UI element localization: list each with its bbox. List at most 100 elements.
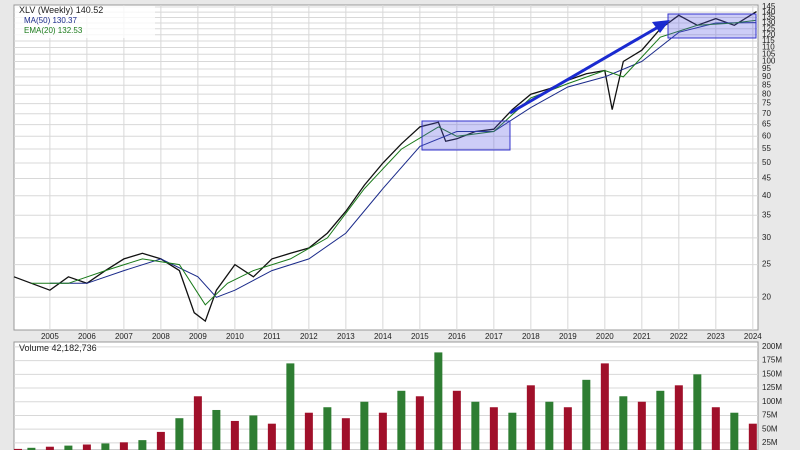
volume-bar bbox=[82, 444, 91, 450]
volume-bar bbox=[360, 401, 369, 450]
volume-bar bbox=[415, 396, 424, 450]
volume-bar bbox=[434, 352, 443, 450]
volume-value: 42,182,736 bbox=[52, 343, 97, 353]
x-tick-label: 2023 bbox=[707, 332, 725, 341]
y-tick-label: 85 bbox=[762, 80, 771, 89]
y-tick-label: 25 bbox=[762, 260, 771, 269]
volume-bar bbox=[230, 420, 239, 450]
legend-value: 140.52 bbox=[76, 5, 104, 15]
y-tick-label: 150M bbox=[762, 369, 782, 378]
y-tick-label: 95 bbox=[762, 64, 771, 73]
volume-bar bbox=[212, 409, 221, 450]
volume-bar bbox=[267, 423, 276, 450]
y-tick-label: 120 bbox=[762, 30, 776, 39]
x-tick-label: 2024 bbox=[744, 332, 762, 341]
legend-name: EMA(20) bbox=[24, 26, 56, 35]
x-tick-label: 2013 bbox=[337, 332, 355, 341]
y-tick-label: 200M bbox=[762, 342, 782, 351]
volume-bar bbox=[730, 412, 739, 450]
legend-value: 130.37 bbox=[52, 16, 77, 25]
y-tick-label: 75 bbox=[762, 99, 771, 108]
volume-bar bbox=[526, 385, 535, 450]
volume-bar bbox=[489, 407, 498, 450]
volume-title: Volume 42,182,736 bbox=[19, 343, 97, 353]
y-tick-label: 135 bbox=[762, 13, 776, 22]
volume-bar bbox=[397, 390, 406, 450]
x-tick-label: 2017 bbox=[485, 332, 503, 341]
volume-bar bbox=[711, 407, 720, 450]
price-line bbox=[49, 22, 757, 298]
legend-entry: MA(50) 130.37 bbox=[24, 16, 77, 25]
legend-entry: EMA(20) 132.53 bbox=[24, 26, 83, 35]
volume-bar bbox=[545, 401, 554, 450]
legend: XLV (Weekly) 140.52 MA(50) 130.37 EMA(20… bbox=[15, 5, 155, 38]
y-tick-label: 25M bbox=[762, 438, 778, 447]
volume-bar bbox=[193, 396, 202, 450]
volume-bar bbox=[637, 401, 646, 450]
y-tick-label: 115 bbox=[762, 36, 775, 45]
volume-bar bbox=[27, 447, 36, 450]
x-tick-label: 2014 bbox=[374, 332, 392, 341]
volume-bar bbox=[378, 412, 387, 450]
volume-bar bbox=[674, 385, 683, 450]
y-tick-label: 40 bbox=[762, 191, 771, 200]
y-tick-label: 60 bbox=[762, 131, 771, 140]
x-tick-label: 2021 bbox=[633, 332, 651, 341]
y-tick-label: 110 bbox=[762, 43, 775, 52]
volume-bar bbox=[693, 374, 702, 450]
y-tick-label: 75M bbox=[762, 411, 778, 420]
x-tick-label: 2011 bbox=[263, 332, 281, 341]
arrow-head bbox=[652, 20, 670, 33]
legend-name: MA(50) bbox=[24, 16, 51, 25]
volume-label: Volume bbox=[19, 343, 49, 353]
y-tick-label: 35 bbox=[762, 210, 771, 219]
y-tick-label: 125M bbox=[762, 383, 782, 392]
y-tick-label: 130 bbox=[762, 18, 776, 27]
volume-bar bbox=[286, 363, 295, 450]
x-tick-label: 2018 bbox=[522, 332, 540, 341]
y-tick-label: 100 bbox=[762, 57, 776, 66]
volume-bar bbox=[14, 448, 22, 450]
legend-value: 132.53 bbox=[58, 26, 83, 35]
x-tick-label: 2016 bbox=[448, 332, 466, 341]
volume-bar bbox=[323, 407, 332, 450]
price-line bbox=[31, 19, 757, 306]
x-tick-label: 2015 bbox=[411, 332, 429, 341]
x-tick-label: 2006 bbox=[78, 332, 96, 341]
legend-name: XLV (Weekly) bbox=[19, 5, 73, 15]
volume-bar bbox=[471, 401, 480, 450]
volume-bar bbox=[619, 396, 628, 450]
highlight-box bbox=[421, 120, 511, 151]
price-panel bbox=[13, 4, 759, 331]
y-tick-label: 65 bbox=[762, 120, 771, 129]
volume-bar bbox=[563, 407, 572, 450]
trend-arrow bbox=[509, 24, 661, 115]
y-tick-label: 125 bbox=[762, 24, 776, 33]
volume-bar bbox=[101, 443, 110, 450]
volume-bar bbox=[156, 431, 165, 450]
x-tick-label: 2007 bbox=[115, 332, 133, 341]
highlight-box bbox=[667, 13, 757, 39]
volume-bar bbox=[508, 412, 517, 450]
x-tick-label: 2005 bbox=[41, 332, 59, 341]
x-tick-label: 2020 bbox=[596, 332, 614, 341]
x-tick-label: 2019 bbox=[559, 332, 577, 341]
y-tick-label: 145 bbox=[762, 2, 776, 11]
y-tick-label: 50M bbox=[762, 424, 778, 433]
volume-bar bbox=[175, 418, 184, 450]
y-tick-label: 55 bbox=[762, 144, 771, 153]
volume-bar bbox=[119, 442, 128, 450]
x-tick-label: 2012 bbox=[300, 332, 318, 341]
volume-bar bbox=[64, 445, 73, 450]
volume-bar bbox=[582, 379, 591, 450]
volume-bar bbox=[656, 390, 665, 450]
volume-bar bbox=[249, 415, 258, 450]
volume-bar bbox=[452, 390, 461, 450]
legend-box bbox=[15, 6, 155, 38]
y-tick-label: 50 bbox=[762, 158, 771, 167]
y-tick-label: 20 bbox=[762, 292, 771, 301]
volume-bar bbox=[600, 363, 609, 450]
y-tick-label: 140 bbox=[762, 7, 776, 16]
x-tick-label: 2008 bbox=[152, 332, 170, 341]
